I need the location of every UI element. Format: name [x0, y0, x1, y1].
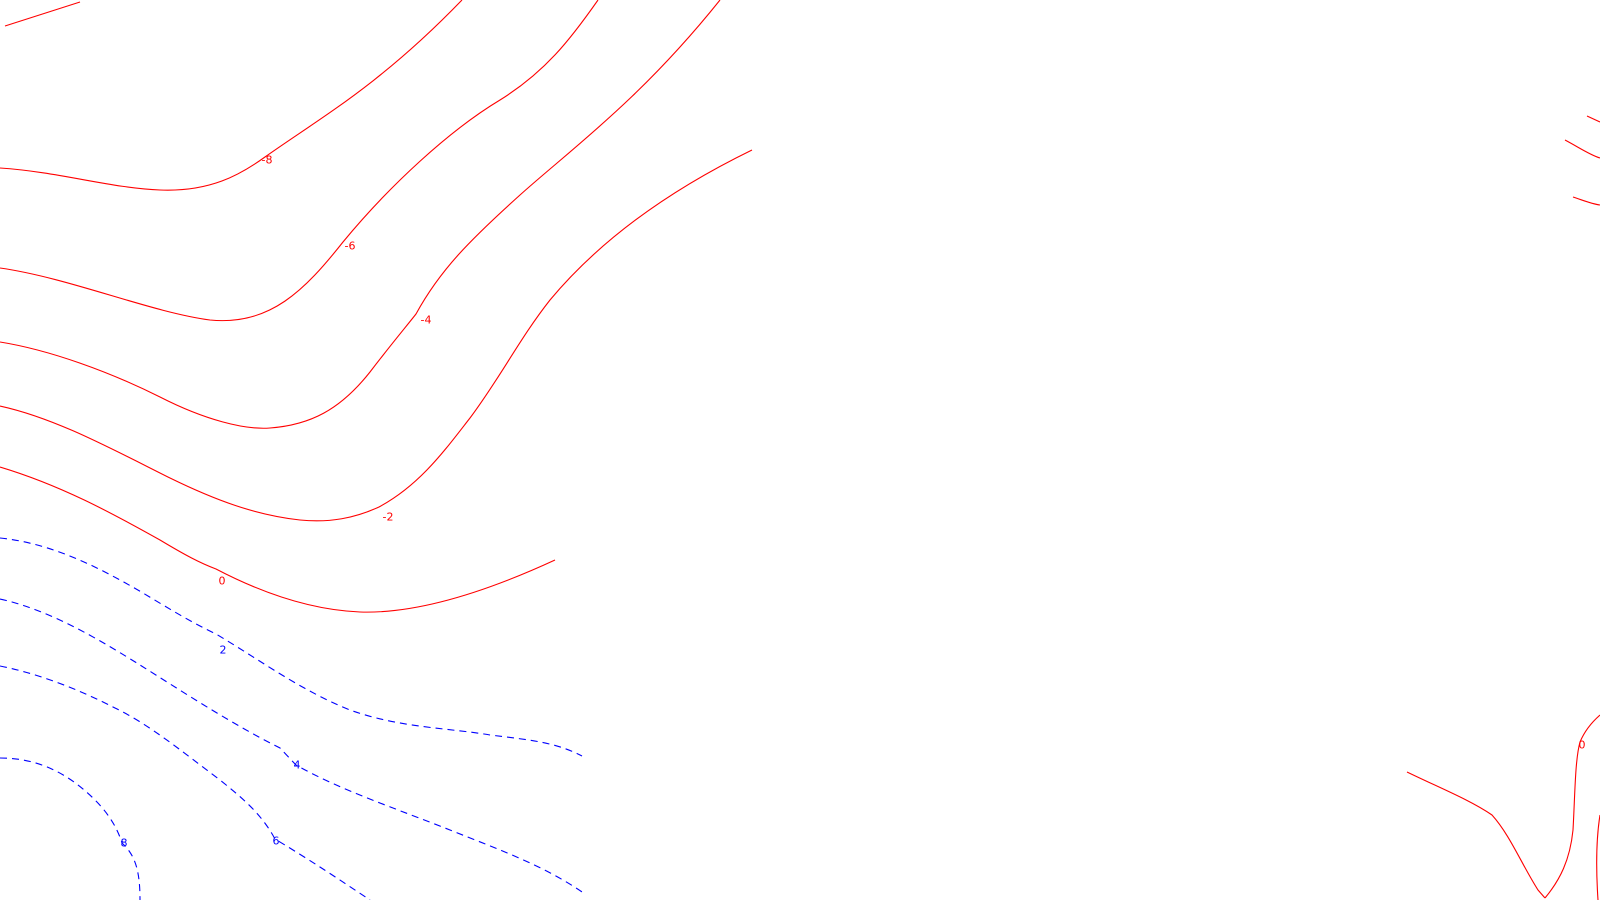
contour-line-zero-right-vertical — [1544, 714, 1600, 899]
contour-label-neg6: -6 — [345, 240, 356, 253]
contour-line-pos2 — [0, 537, 583, 757]
contour-label-neg8: -8 — [262, 154, 273, 167]
contour-line-pos6 — [0, 665, 371, 900]
contour-line-zero — [0, 466, 556, 613]
contour-label-pos6: 6 — [273, 835, 280, 848]
positive-contours — [0, 537, 586, 900]
contour-line-zero-right — [1406, 771, 1546, 899]
contour-line-neg8 — [0, 0, 463, 191]
contour-line-right-edge-1 — [1586, 115, 1600, 123]
contour-line-right-edge-3 — [1572, 196, 1600, 206]
contour-label-neg4: -4 — [421, 314, 432, 327]
contour-label-pos4: 4 — [294, 759, 301, 772]
contour-label-pos2: 2 — [220, 644, 227, 657]
contour-label-zero-right: 0 — [1579, 739, 1586, 752]
contour-labels: -8 -6 -4 -2 0 2 4 6 8 0 — [121, 154, 1586, 850]
contour-line-neg4 — [0, 0, 721, 429]
contour-line-right-edge-2 — [1564, 139, 1600, 159]
contour-line-right-bottom-edge — [1596, 814, 1600, 900]
contour-line-pos8 — [0, 757, 141, 900]
contour-label-pos8: 8 — [121, 837, 128, 850]
contour-line-pos4 — [0, 598, 586, 895]
contour-line-neg2 — [0, 149, 753, 522]
contour-label-zero-left: 0 — [219, 575, 226, 588]
contour-line-top-left-fragment — [4, 1, 81, 27]
contour-line-neg6 — [0, 0, 599, 322]
contour-label-neg2: -2 — [383, 511, 394, 524]
